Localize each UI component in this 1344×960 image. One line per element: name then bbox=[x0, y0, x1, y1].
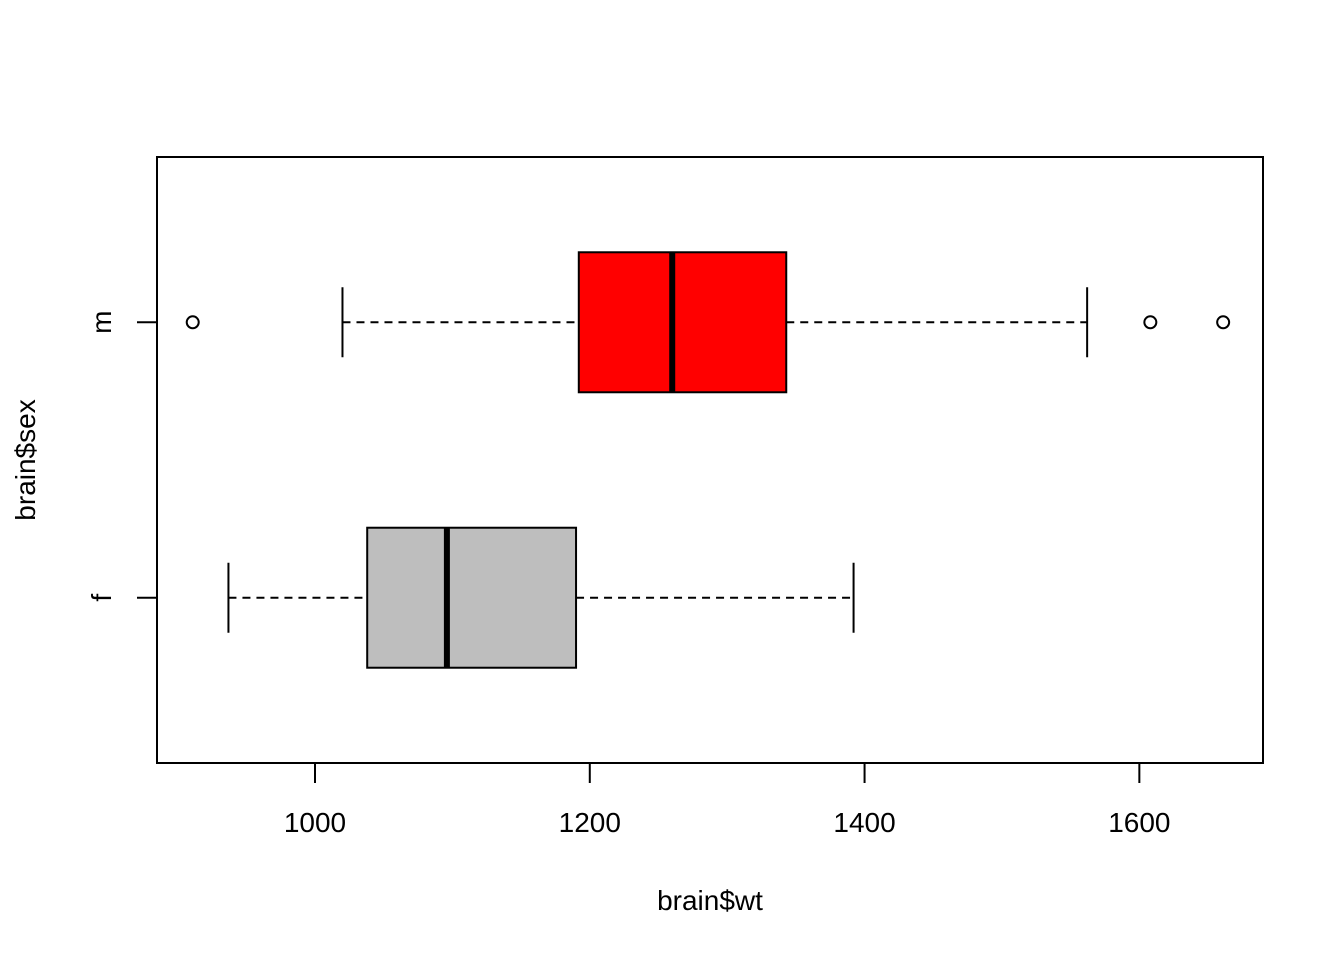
x-tick-label-1200: 1200 bbox=[559, 807, 621, 838]
chart-marks bbox=[185, 251, 1231, 669]
x-axis: 1000 1200 1400 1600 bbox=[284, 762, 1170, 838]
box-m bbox=[577, 251, 788, 394]
x-tick-label-1400: 1400 bbox=[833, 807, 895, 838]
plot-frame bbox=[156, 156, 1264, 764]
x-tick-label-1600: 1600 bbox=[1108, 807, 1170, 838]
outlier-point-m-2 bbox=[1216, 315, 1231, 330]
x-tick-label-1000: 1000 bbox=[284, 807, 346, 838]
x-axis-title: brain$wt bbox=[657, 885, 763, 916]
box-f bbox=[366, 526, 578, 669]
box-group-f bbox=[227, 526, 855, 669]
y-tick-label-f: f bbox=[86, 594, 117, 602]
outlier-point-m-1 bbox=[1143, 315, 1158, 330]
y-axis: fm bbox=[86, 311, 157, 602]
y-axis-title: brain$sex bbox=[10, 399, 41, 520]
outlier-point-m-0 bbox=[185, 315, 200, 330]
y-tick-label-m: m bbox=[86, 311, 117, 334]
box-group-m bbox=[185, 251, 1231, 394]
